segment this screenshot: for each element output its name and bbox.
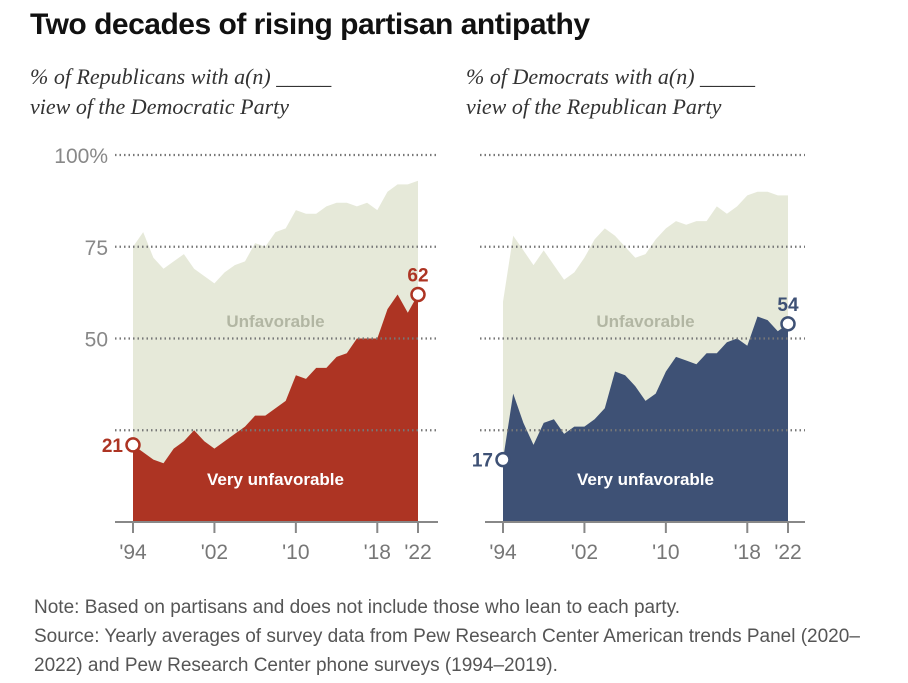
rep-x-tick-label: '02 bbox=[201, 541, 228, 564]
rep-x-tick-label: '10 bbox=[282, 541, 309, 564]
dem-start-marker bbox=[495, 451, 511, 468]
dem-x-tick-label: '10 bbox=[652, 541, 679, 564]
right-panel-subtitle: % of Democrats with a(n) _____ view of t… bbox=[466, 64, 756, 119]
rep-unfavorable-label: Unfavorable bbox=[226, 312, 324, 331]
y-tick-label: 100% bbox=[54, 145, 108, 168]
source-text: Source: Yearly averages of survey data f… bbox=[34, 626, 860, 676]
dem-end-value-label: 54 bbox=[777, 295, 799, 316]
dem-very-unfavorable-label: Very unfavorable bbox=[577, 470, 714, 489]
dem-x-tick-label: '94 bbox=[489, 541, 517, 564]
dem-x-tick-label: '22 bbox=[774, 541, 801, 564]
rep-very-unfavorable-label: Very unfavorable bbox=[207, 470, 344, 489]
left-panel-subtitle: % of Republicans with a(n) _____ view of… bbox=[30, 64, 332, 119]
rep-x-tick-label: '94 bbox=[119, 541, 147, 564]
notes: Note: Based on partisans and does not in… bbox=[34, 593, 908, 680]
rep-x-tick-label: '18 bbox=[364, 541, 391, 564]
dem-x-tick-label: '18 bbox=[734, 541, 761, 564]
rep-x-tick-label: '22 bbox=[404, 541, 431, 564]
rep-area-very-unfavorable bbox=[133, 294, 418, 522]
dem-area-very-unfavorable bbox=[503, 316, 788, 522]
dem-x-tick-label: '02 bbox=[571, 541, 598, 564]
rep-end-marker bbox=[410, 286, 426, 303]
dem-end-marker bbox=[780, 316, 796, 332]
y-tick-label: 50 bbox=[85, 329, 108, 352]
note-text: Note: Based on partisans and does not in… bbox=[34, 597, 681, 618]
chart-canvas: 100% 75 50 '94 '02 '10 '18 '22 Unfavorable Very u… bbox=[54, 145, 805, 564]
rep-end-value-label: 62 bbox=[407, 265, 428, 286]
chart-title: Two decades of rising partisan antipathy bbox=[30, 8, 590, 41]
rep-start-marker bbox=[125, 437, 141, 453]
dem-start-value-label: 17 bbox=[472, 451, 493, 472]
y-tick-label: 75 bbox=[85, 237, 108, 260]
rep-start-value-label: 21 bbox=[102, 436, 124, 457]
dem-unfavorable-label: Unfavorable bbox=[596, 312, 694, 331]
